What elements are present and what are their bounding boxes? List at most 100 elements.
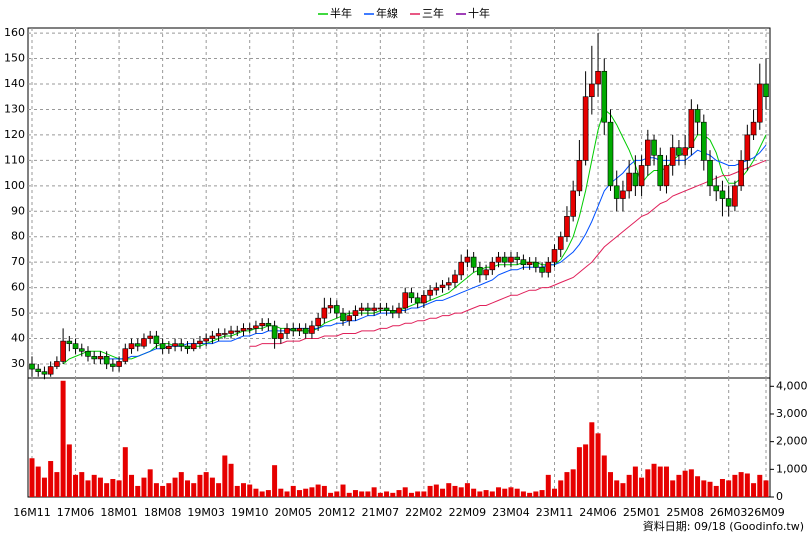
- volume-bar: [496, 487, 502, 497]
- volume-bar: [421, 491, 427, 497]
- candle-body: [66, 340, 73, 344]
- candle-body: [464, 256, 471, 263]
- volume-bar: [545, 474, 551, 497]
- y-tick-label: 140: [4, 77, 25, 90]
- volume-bar: [427, 485, 433, 497]
- candle-body: [713, 185, 720, 192]
- volume-bar: [763, 480, 769, 497]
- volume-bar: [253, 488, 259, 497]
- candle-body: [595, 70, 601, 85]
- volume-bar: [284, 491, 290, 497]
- candle-body: [520, 259, 527, 266]
- x-tick-label: 17M06: [57, 506, 95, 519]
- candle-body: [750, 121, 757, 136]
- volume-bar: [645, 469, 651, 497]
- volume-bar: [651, 463, 657, 497]
- candle-body: [358, 307, 365, 311]
- candle-body: [682, 147, 688, 156]
- volume-tick-label: 1,000: [776, 462, 808, 475]
- volume-bar: [278, 488, 284, 497]
- x-tick-label: 22M02: [405, 506, 443, 519]
- volume-bar: [41, 477, 47, 497]
- volume-bar: [384, 491, 390, 497]
- volume-bar: [595, 433, 601, 497]
- candle-body: [626, 172, 632, 192]
- candle-body: [663, 165, 670, 187]
- y-tick-label: 40: [11, 332, 25, 345]
- candle-body: [340, 312, 346, 322]
- candle-body: [607, 121, 614, 187]
- volume-bar: [110, 479, 116, 497]
- y-tick-label: 30: [11, 357, 25, 370]
- candle-body: [732, 185, 738, 207]
- volume-bar: [216, 483, 222, 497]
- candle-body: [763, 83, 769, 98]
- candle-body: [35, 368, 42, 372]
- candle-body: [738, 160, 744, 187]
- volume-bar: [583, 444, 589, 497]
- candle-body: [265, 322, 272, 327]
- volume-bar: [60, 380, 66, 497]
- candle-body: [321, 307, 328, 319]
- volume-bar: [433, 484, 439, 497]
- candle-body: [632, 172, 639, 187]
- volume-bar: [352, 490, 358, 497]
- volume-bar: [489, 491, 495, 497]
- legend-label: 十年: [468, 6, 490, 20]
- candle-body: [613, 185, 620, 199]
- candle-body: [209, 335, 216, 339]
- volume-bar: [203, 472, 209, 497]
- y-tick-label: 50: [11, 306, 25, 319]
- candle-body: [178, 343, 185, 347]
- candle-body: [197, 340, 203, 344]
- volume-bar: [309, 487, 315, 497]
- volume-bar: [744, 473, 750, 497]
- candle-body: [719, 190, 726, 199]
- candle-body: [309, 325, 315, 334]
- candle-body: [645, 139, 651, 166]
- candle-body: [333, 305, 340, 314]
- x-tick-label: 26M09: [747, 506, 785, 519]
- volume-bar: [346, 492, 352, 497]
- volume-bar: [48, 461, 54, 497]
- volume-bar: [66, 444, 72, 497]
- candle-body: [545, 261, 552, 273]
- volume-tick-label: 3,000: [776, 407, 808, 420]
- candle-body: [514, 256, 520, 260]
- volume-bar: [539, 490, 545, 497]
- volume-bar: [632, 466, 638, 497]
- y-tick-label: 150: [4, 52, 25, 65]
- legend-label: 半年: [330, 6, 352, 20]
- volume-bar: [514, 488, 520, 497]
- candle-body: [103, 356, 110, 365]
- volume-bar: [185, 480, 191, 497]
- footnote: 資料日期: 09/18 (Goodinfo.tw): [643, 519, 804, 533]
- y-tick-label: 110: [4, 153, 25, 166]
- candle-body: [228, 330, 234, 334]
- volume-bar: [377, 492, 383, 497]
- volume-bar: [576, 447, 582, 497]
- candle-body: [402, 292, 409, 309]
- candle-body: [414, 297, 421, 304]
- volume-bar: [464, 483, 470, 497]
- volume-bar: [719, 479, 725, 497]
- volume-bar: [209, 477, 215, 497]
- candle-body: [203, 338, 209, 342]
- volume-bar: [290, 485, 296, 497]
- candle-body: [141, 338, 147, 347]
- candle-body: [756, 83, 763, 123]
- candle-body: [470, 256, 477, 268]
- volume-bar: [197, 474, 203, 497]
- volume-bar: [259, 491, 265, 497]
- price-panel: [27, 27, 771, 379]
- x-tick-label: 20M12: [318, 506, 356, 519]
- x-tick-label: 24M06: [579, 506, 617, 519]
- volume-bar: [91, 474, 97, 497]
- volume-bar: [29, 458, 35, 497]
- y-tick-label: 90: [11, 204, 25, 217]
- volume-bar: [589, 422, 595, 497]
- volume-bar: [135, 485, 141, 497]
- candle-body: [352, 310, 359, 316]
- volume-bar: [757, 474, 763, 497]
